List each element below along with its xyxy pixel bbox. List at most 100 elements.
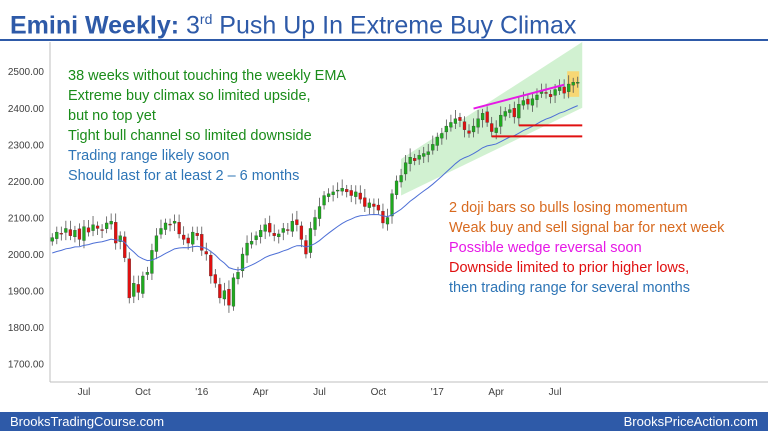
- candle-body: [295, 219, 299, 225]
- x-tick-label: Jul: [78, 387, 91, 398]
- candle-body: [209, 254, 213, 277]
- title-bold: Emini Weekly:: [10, 11, 180, 40]
- candle-body: [354, 191, 358, 197]
- annotation-4: Tight bull channel so limited downside: [68, 128, 312, 144]
- candle-body: [168, 223, 172, 226]
- candle-body: [254, 235, 258, 240]
- y-tick-label: 2200.00: [8, 177, 45, 188]
- candle-body: [91, 224, 95, 231]
- candle-body: [118, 235, 122, 242]
- footer-left-link[interactable]: BrooksTradingCourse.com: [10, 414, 165, 429]
- candle-body: [490, 123, 494, 132]
- candle-body: [358, 192, 362, 200]
- candle-body: [521, 100, 525, 106]
- candle-body: [422, 153, 426, 157]
- candle-body: [245, 242, 249, 256]
- candle-body: [485, 111, 489, 123]
- candle-body: [100, 229, 104, 231]
- candle-body: [86, 227, 91, 233]
- candle-body: [476, 118, 480, 128]
- candle-body: [517, 104, 521, 119]
- candle-body: [471, 125, 476, 133]
- candle-body: [376, 204, 381, 211]
- footer-right-link[interactable]: BrooksPriceAction.com: [623, 414, 758, 429]
- candle-body: [145, 272, 150, 275]
- candle-body: [259, 230, 263, 238]
- annotation-2: Extreme buy climax so limited upside,: [68, 88, 311, 104]
- candle-body: [50, 237, 54, 242]
- y-tick-label: 1900.00: [8, 287, 45, 298]
- annotation-6: Should last for at least 2 – 6 months: [68, 168, 300, 184]
- x-tick-label: '16: [195, 387, 208, 398]
- candle-body: [299, 225, 304, 240]
- candle-body: [394, 180, 399, 195]
- candle-body: [349, 190, 353, 196]
- candle-body: [150, 250, 154, 274]
- candle-body: [326, 193, 331, 197]
- candle-body: [218, 284, 222, 299]
- candle-body: [494, 127, 498, 133]
- annotation-5: Trading range likely soon: [68, 148, 230, 164]
- candle-body: [82, 226, 86, 241]
- x-tick-label: Jul: [313, 387, 326, 398]
- title-sup: rd: [199, 11, 213, 27]
- candle-body: [286, 229, 290, 231]
- candle-body: [367, 202, 371, 208]
- candle-body: [462, 121, 467, 130]
- y-tick-label: 2400.00: [8, 104, 45, 115]
- candle-body: [290, 220, 294, 232]
- candle-body: [435, 136, 439, 146]
- candle-body: [413, 158, 417, 161]
- wedge-trendline: [473, 83, 565, 110]
- candle-body: [317, 206, 322, 219]
- x-tick-label: Apr: [253, 387, 269, 398]
- candle-body: [363, 197, 367, 207]
- y-tick-label: 2000.00: [8, 250, 45, 261]
- candle-body: [399, 175, 403, 183]
- annotation-10: Downside limited to prior higher lows,: [449, 260, 690, 276]
- candle-body: [385, 217, 390, 225]
- candle-body: [345, 189, 349, 193]
- candle-body: [177, 222, 181, 235]
- candle-body: [154, 235, 159, 252]
- candle-body: [55, 231, 59, 239]
- candle-body: [132, 283, 136, 297]
- candle-body: [417, 155, 421, 160]
- candle-body: [64, 228, 68, 233]
- candle-body: [530, 98, 535, 106]
- candle-body: [204, 251, 208, 255]
- candle-body: [571, 82, 575, 86]
- candle-body: [272, 233, 276, 236]
- candle-body: [222, 290, 227, 300]
- annotation-8: Weak buy and sell signal bar for next we…: [449, 220, 725, 236]
- annotation-9: Possible wedge reversal soon: [449, 240, 642, 256]
- candle-body: [105, 222, 109, 229]
- candle-body: [231, 277, 236, 307]
- annotation-11: then trading range for several months: [449, 280, 690, 296]
- candle-body: [114, 222, 118, 244]
- candle-body: [381, 211, 385, 224]
- candle-body: [403, 162, 408, 175]
- candle-body: [331, 191, 335, 195]
- candle-body: [535, 94, 539, 100]
- candle-body: [195, 233, 199, 236]
- candle-body: [499, 114, 503, 127]
- x-tick-label: Apr: [488, 387, 504, 398]
- candle-body: [123, 236, 127, 258]
- candle-body: [426, 151, 430, 155]
- candle-body: [503, 111, 507, 117]
- annotation-3: but no top yet: [68, 108, 156, 124]
- candle-body: [340, 188, 344, 192]
- candle-body: [268, 223, 272, 233]
- candle-body: [567, 83, 571, 92]
- candle-body: [553, 89, 557, 96]
- candle-body: [136, 284, 140, 293]
- candle-body: [467, 130, 471, 134]
- candle-body: [249, 241, 254, 245]
- candle-body: [480, 113, 485, 121]
- y-tick-label: 2100.00: [8, 213, 45, 224]
- candle-body: [77, 228, 82, 240]
- candle-body: [68, 229, 73, 236]
- candle-body: [512, 108, 516, 118]
- candle-body: [444, 125, 448, 133]
